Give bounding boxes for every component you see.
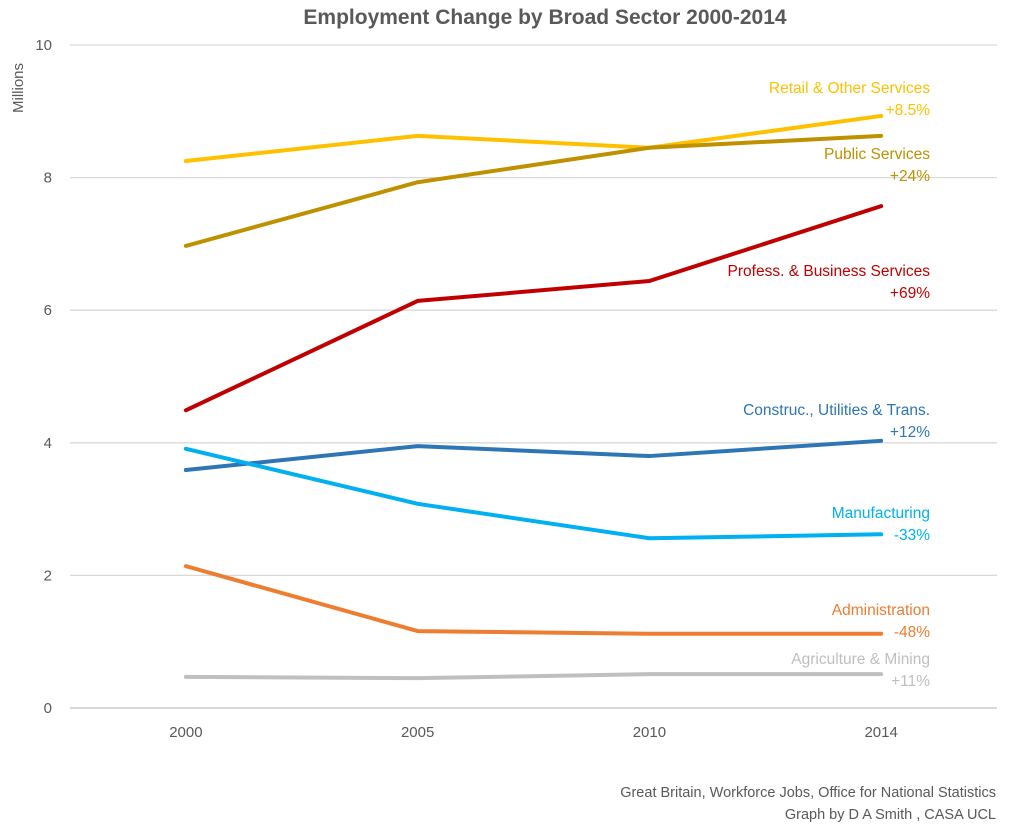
y-tick-label: 4 bbox=[44, 435, 52, 452]
series-change-label: -48% bbox=[894, 624, 930, 641]
series-label: Manufacturing bbox=[832, 505, 930, 522]
chart-title: Employment Change by Broad Sector 2000-2… bbox=[303, 6, 786, 29]
series-change-label: +11% bbox=[891, 673, 930, 690]
y-tick-label: 0 bbox=[44, 700, 52, 717]
series-line bbox=[183, 564, 884, 636]
series-change-label: +12% bbox=[890, 424, 930, 441]
series-label: Retail & Other Services bbox=[769, 80, 930, 97]
series-change-label: +24% bbox=[890, 168, 930, 185]
series-change-label: +69% bbox=[890, 285, 930, 302]
y-tick-label: 2 bbox=[44, 567, 52, 584]
y-tick-label: 10 bbox=[35, 37, 52, 54]
series-line bbox=[183, 204, 884, 413]
series-change-label: +8.5% bbox=[886, 102, 931, 119]
series-label: Administration bbox=[832, 602, 930, 619]
series-change-label: -33% bbox=[894, 527, 930, 544]
y-axis-label: Millions bbox=[10, 63, 27, 113]
series-line bbox=[183, 113, 884, 164]
series-label: Construc., Utilities & Trans. bbox=[743, 402, 930, 419]
series-label: Profess. & Business Services bbox=[728, 263, 931, 280]
x-tick-label: 2000 bbox=[169, 724, 202, 741]
x-tick-label: 2014 bbox=[864, 724, 897, 741]
x-tick-label: 2005 bbox=[401, 724, 434, 741]
source-line-2: Graph by D A Smith , CASA UCL bbox=[785, 807, 996, 823]
y-tick-label: 6 bbox=[44, 302, 52, 319]
y-tick-label: 8 bbox=[44, 170, 52, 187]
series-label: Agriculture & Mining bbox=[791, 651, 930, 668]
series-line bbox=[183, 672, 884, 681]
series-line bbox=[183, 133, 884, 248]
source-line-1: Great Britain, Workforce Jobs, Office fo… bbox=[620, 785, 996, 801]
series-label: Public Services bbox=[824, 146, 930, 163]
series-line bbox=[183, 446, 884, 541]
x-tick-label: 2010 bbox=[633, 724, 666, 741]
series-line bbox=[183, 438, 884, 472]
